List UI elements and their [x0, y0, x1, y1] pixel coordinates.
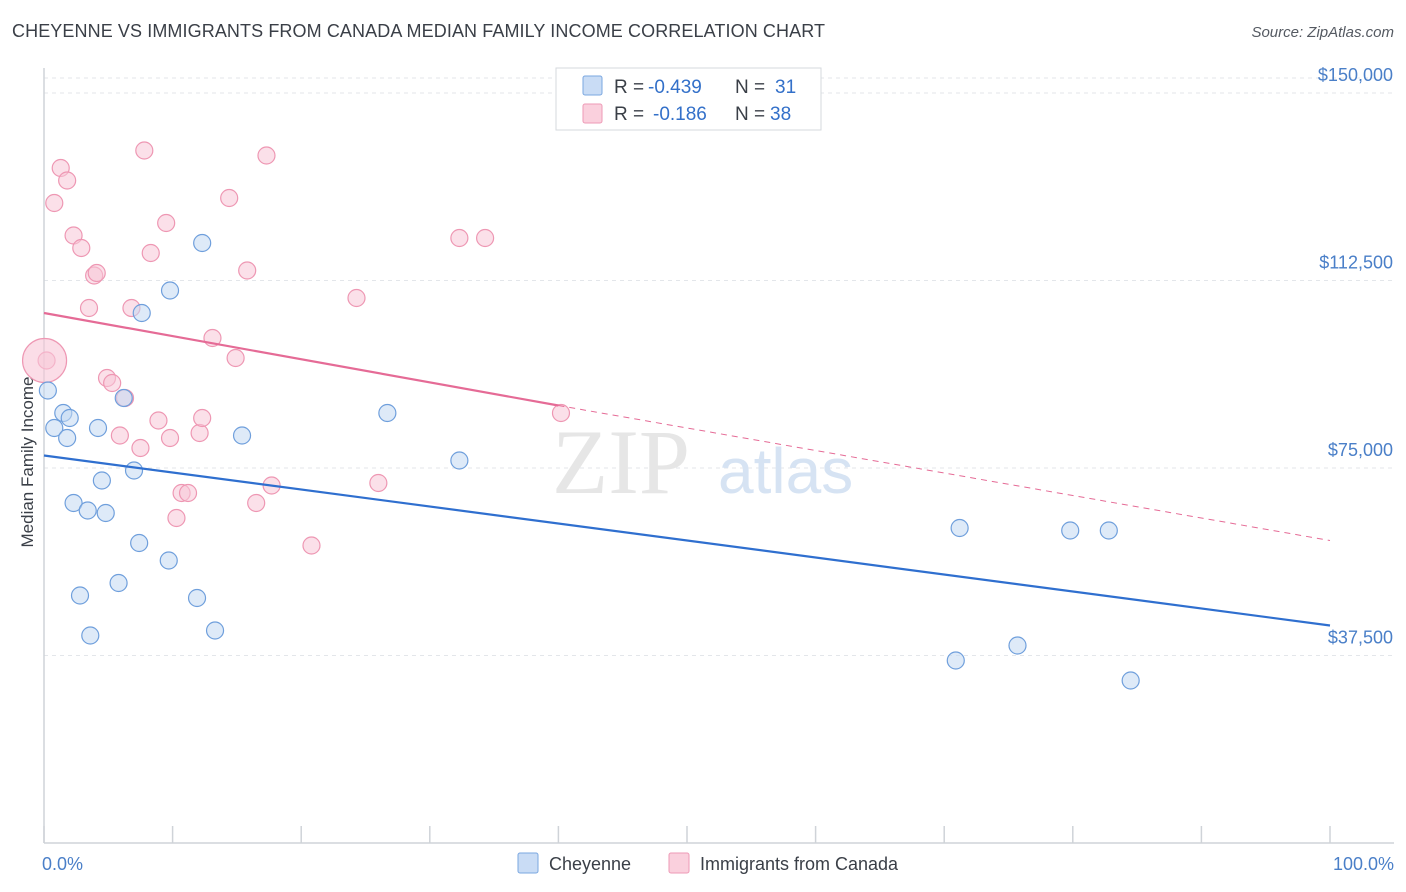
- legend-n-label-2: N =: [735, 104, 765, 125]
- bottom-legend-swatch-canada: [668, 852, 690, 874]
- point-cheyenne: [114, 388, 133, 408]
- point-cheyenne: [88, 418, 108, 438]
- point-cheyenne: [1121, 671, 1140, 690]
- y-tick-label: $37,500: [1328, 628, 1393, 648]
- point-cheyenne: [205, 621, 225, 640]
- point-canada: [450, 228, 469, 248]
- point-canada: [167, 508, 186, 528]
- y-tick-label: $75,000: [1328, 440, 1393, 460]
- point-canada: [157, 213, 176, 233]
- point-canada: [190, 423, 209, 443]
- y-tick-label: $150,000: [1318, 65, 1393, 85]
- point-cheyenne: [81, 626, 100, 645]
- point-canada: [72, 238, 91, 258]
- point-canada: [226, 348, 245, 368]
- point-cheyenne: [58, 428, 77, 448]
- grid-lines: [44, 77, 1394, 656]
- point-cheyenne: [160, 281, 180, 300]
- point-canada: [193, 408, 212, 428]
- point-canada: [149, 411, 168, 430]
- point-cheyenne: [109, 573, 128, 593]
- point-canada: [135, 141, 154, 160]
- trend-line-canada: [43, 311, 559, 407]
- point-canada-large: [21, 337, 68, 384]
- point-canada: [302, 536, 321, 555]
- x-tick-label-end: 100.0%: [1333, 854, 1394, 874]
- point-cheyenne: [159, 551, 178, 570]
- stats-legend: R = -0.439 N = 31 R = -0.186 N = 38: [555, 67, 822, 131]
- bottom-legend-label-canada: Immigrants from Canada: [700, 854, 899, 874]
- point-cheyenne: [450, 451, 469, 470]
- series-cheyenne-points: [38, 233, 1140, 690]
- x-ticks: [43, 826, 1331, 843]
- x-tick-label-start: 0.0%: [42, 854, 83, 874]
- point-canada: [551, 403, 571, 423]
- point-cheyenne: [78, 501, 97, 520]
- legend-n-value-2: 38: [770, 104, 791, 125]
- point-cheyenne: [1061, 521, 1080, 540]
- bottom-legend: Cheyenne Immigrants from Canada: [517, 852, 899, 874]
- legend-r-label-2: R =: [614, 104, 644, 125]
- legend-r-label-1: R =: [614, 77, 644, 98]
- point-canada: [58, 171, 77, 190]
- y-axis-label: Median Family Income: [18, 376, 37, 547]
- point-cheyenne: [92, 471, 111, 490]
- trend-lines: [43, 311, 1331, 627]
- chart-title: CHEYENNE VS IMMIGRANTS FROM CANADA MEDIA…: [12, 21, 826, 41]
- point-canada: [220, 188, 239, 208]
- point-cheyenne: [124, 461, 144, 480]
- point-cheyenne: [60, 408, 79, 428]
- point-cheyenne: [946, 651, 965, 670]
- trend-line-cheyenne: [43, 454, 1331, 627]
- point-cheyenne: [45, 418, 64, 438]
- point-canada: [347, 288, 366, 308]
- legend-n-value-1: 31: [775, 77, 796, 98]
- legend-r-value-1: -0.439: [648, 77, 702, 98]
- point-cheyenne: [64, 493, 83, 513]
- point-canada: [110, 426, 129, 445]
- legend-swatch-cheyenne: [582, 75, 603, 96]
- point-cheyenne: [950, 518, 969, 538]
- watermark: ZIP atlas: [552, 411, 853, 513]
- point-canada: [87, 263, 106, 283]
- point-canada: [131, 438, 150, 458]
- watermark-atlas: atlas: [718, 435, 853, 507]
- point-cheyenne: [378, 403, 397, 423]
- source-label: Source: ZipAtlas.com: [1251, 24, 1394, 41]
- series-canada-points: [21, 141, 571, 555]
- point-cheyenne: [70, 586, 90, 605]
- legend-swatch-canada: [582, 103, 603, 124]
- point-cheyenne: [1008, 636, 1027, 655]
- point-canada: [257, 146, 276, 165]
- point-canada: [79, 298, 99, 318]
- y-tick-label: $112,500: [1319, 253, 1393, 273]
- trend-line-canada-extension: [558, 405, 1331, 541]
- point-canada: [475, 228, 495, 248]
- point-canada: [141, 243, 160, 263]
- point-cheyenne: [232, 426, 252, 445]
- legend-r-value-2: -0.186: [653, 104, 707, 125]
- point-cheyenne: [1099, 521, 1118, 540]
- point-canada: [369, 473, 388, 493]
- point-cheyenne: [96, 503, 115, 523]
- point-cheyenne: [132, 303, 151, 323]
- bottom-legend-label-cheyenne: Cheyenne: [549, 854, 631, 874]
- point-canada: [160, 428, 180, 448]
- point-canada: [238, 261, 257, 280]
- bottom-legend-swatch-cheyenne: [517, 852, 539, 874]
- watermark-zip: ZIP: [552, 411, 690, 513]
- point-cheyenne: [187, 588, 207, 608]
- point-canada: [103, 373, 122, 393]
- point-canada: [247, 493, 266, 513]
- point-canada: [178, 483, 198, 503]
- legend-n-label-1: N =: [735, 77, 765, 98]
- y-tick-labels: $37,500 $75,000 $112,500 $150,000: [1318, 65, 1393, 648]
- point-cheyenne: [193, 233, 212, 253]
- point-cheyenne: [38, 381, 57, 400]
- point-canada: [45, 193, 64, 213]
- point-cheyenne: [130, 533, 149, 553]
